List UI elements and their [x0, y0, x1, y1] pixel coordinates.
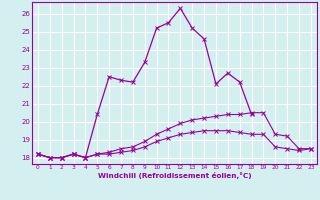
X-axis label: Windchill (Refroidissement éolien,°C): Windchill (Refroidissement éolien,°C) — [98, 172, 251, 179]
